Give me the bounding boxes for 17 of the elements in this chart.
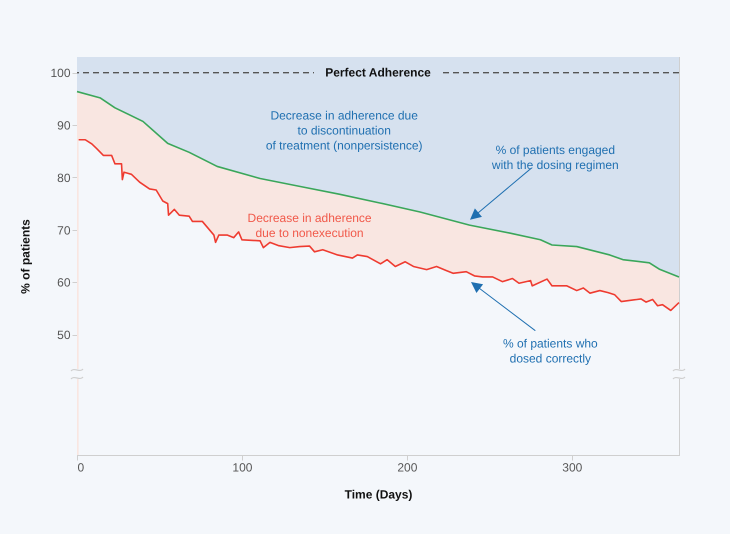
- annotation: Decrease in adherence due to discontinuation of treatment (nonpersistence): [266, 108, 423, 153]
- y-tick-label: 50: [57, 328, 71, 342]
- y-tick-label: 70: [57, 223, 71, 238]
- annotation: Decrease in adherence due to nonexecution: [248, 210, 372, 240]
- ref-line-label: Perfect Adherence: [325, 66, 432, 80]
- annotation: % of patients engaged with the dosing regimen: [490, 143, 619, 172]
- x-tick-label: 200: [397, 460, 418, 474]
- y-axis-title: % of patients: [18, 218, 32, 294]
- x-axis-title: Time (Days): [344, 488, 412, 502]
- x-tick-label: 100: [232, 460, 253, 474]
- y-tick-label: 60: [57, 276, 71, 290]
- y-tick-label: 90: [57, 118, 71, 133]
- x-tick-label: 300: [562, 460, 583, 474]
- y-tick-label: 100: [50, 66, 71, 80]
- annotation: % of patients who dosed correctly: [502, 336, 598, 366]
- y-tick-label: 80: [57, 170, 71, 185]
- x-tick-label: 0: [78, 460, 84, 474]
